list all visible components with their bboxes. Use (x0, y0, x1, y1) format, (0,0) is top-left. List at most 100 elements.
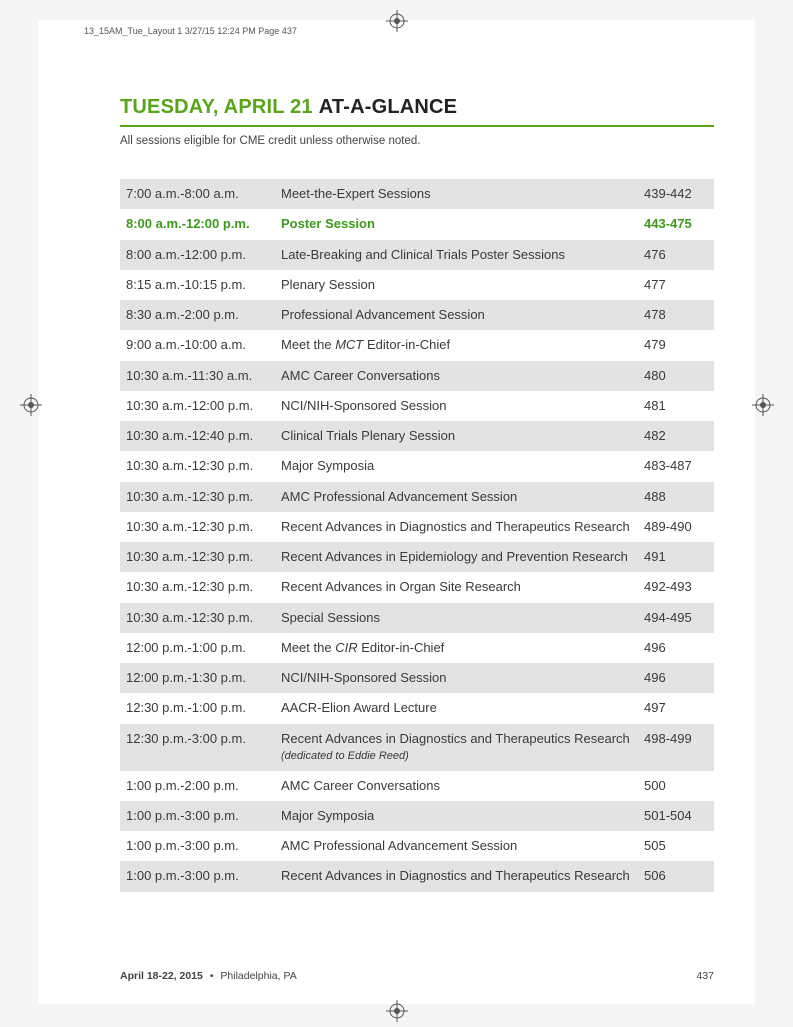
row-page: 506 (644, 868, 706, 883)
row-session: NCI/NIH-Sponsored Session (281, 670, 644, 686)
print-slug: 13_15AM_Tue_Layout 1 3/27/15 12:24 PM Pa… (84, 26, 297, 36)
row-page: 483-487 (644, 458, 706, 473)
row-page: 477 (644, 277, 706, 292)
row-time: 10:30 a.m.-12:30 p.m. (126, 489, 281, 504)
table-row: 10:30 a.m.-12:30 p.m.Special Sessions494… (120, 603, 714, 633)
row-time: 12:00 p.m.-1:00 p.m. (126, 640, 281, 655)
row-time: 12:30 p.m.-3:00 p.m. (126, 731, 281, 746)
row-session: Clinical Trials Plenary Session (281, 428, 644, 444)
table-row: 1:00 p.m.-3:00 p.m.Recent Advances in Di… (120, 861, 714, 891)
table-row: 12:30 p.m.-1:00 p.m.AACR-Elion Award Lec… (120, 693, 714, 723)
row-time: 8:30 a.m.-2:00 p.m. (126, 307, 281, 322)
footer-left: April 18-22, 2015 • Philadelphia, PA (120, 970, 297, 982)
registration-mark-icon (386, 1000, 408, 1022)
row-session: Professional Advancement Session (281, 307, 644, 323)
schedule-table: 7:00 a.m.-8:00 a.m.Meet-the-Expert Sessi… (120, 179, 714, 892)
row-time: 8:00 a.m.-12:00 p.m. (126, 216, 281, 231)
table-row: 7:00 a.m.-8:00 a.m.Meet-the-Expert Sessi… (120, 179, 714, 209)
row-page: 488 (644, 489, 706, 504)
title-green: TUESDAY, APRIL 21 (120, 96, 313, 119)
row-session: Recent Advances in Organ Site Research (281, 579, 644, 595)
row-time: 10:30 a.m.-12:30 p.m. (126, 610, 281, 625)
registration-mark-icon (386, 10, 408, 32)
row-time: 1:00 p.m.-3:00 p.m. (126, 838, 281, 853)
row-time: 10:30 a.m.-12:30 p.m. (126, 519, 281, 534)
table-row: 10:30 a.m.-12:30 p.m.Recent Advances in … (120, 572, 714, 602)
row-session: AMC Professional Advancement Session (281, 489, 644, 505)
row-page: 480 (644, 368, 706, 383)
title-rule (120, 125, 714, 127)
row-page: 496 (644, 640, 706, 655)
row-session: Special Sessions (281, 610, 644, 626)
row-session: Recent Advances in Epidemiology and Prev… (281, 549, 644, 565)
row-time: 1:00 p.m.-3:00 p.m. (126, 808, 281, 823)
table-row: 10:30 a.m.-11:30 a.m.AMC Career Conversa… (120, 361, 714, 391)
table-row: 10:30 a.m.-12:30 p.m.Recent Advances in … (120, 542, 714, 572)
row-page: 505 (644, 838, 706, 853)
row-page: 494-495 (644, 610, 706, 625)
table-row: 1:00 p.m.-3:00 p.m.AMC Professional Adva… (120, 831, 714, 861)
footer-date: April 18-22, 2015 (120, 970, 203, 982)
row-session: NCI/NIH-Sponsored Session (281, 398, 644, 414)
table-row: 1:00 p.m.-3:00 p.m.Major Symposia501-504 (120, 801, 714, 831)
row-page: 439-442 (644, 186, 706, 201)
row-session: Major Symposia (281, 458, 644, 474)
row-time: 8:00 a.m.-12:00 p.m. (126, 247, 281, 262)
footer-location: Philadelphia, PA (220, 970, 296, 982)
row-time: 1:00 p.m.-2:00 p.m. (126, 778, 281, 793)
row-page: 481 (644, 398, 706, 413)
row-time: 10:30 a.m.-11:30 a.m. (126, 368, 281, 383)
row-time: 10:30 a.m.-12:30 p.m. (126, 458, 281, 473)
row-session: AACR-Elion Award Lecture (281, 700, 644, 716)
row-page: 489-490 (644, 519, 706, 534)
page-title: TUESDAY, APRIL 21 AT-A-GLANCE (120, 96, 714, 119)
title-black: AT-A-GLANCE (319, 96, 457, 119)
registration-mark-icon (20, 394, 42, 416)
table-row: 8:00 a.m.-12:00 p.m.Poster Session443-47… (120, 209, 714, 239)
row-time: 8:15 a.m.-10:15 p.m. (126, 277, 281, 292)
row-session: Major Symposia (281, 808, 644, 824)
row-session: AMC Career Conversations (281, 778, 644, 794)
subtitle: All sessions eligible for CME credit unl… (120, 135, 714, 147)
row-session: Plenary Session (281, 277, 644, 293)
row-page: 496 (644, 670, 706, 685)
row-session: AMC Career Conversations (281, 368, 644, 384)
row-page: 497 (644, 700, 706, 715)
table-row: 8:30 a.m.-2:00 p.m.Professional Advancem… (120, 300, 714, 330)
table-row: 12:30 p.m.-3:00 p.m.Recent Advances in D… (120, 724, 714, 771)
row-time: 12:00 p.m.-1:30 p.m. (126, 670, 281, 685)
table-row: 9:00 a.m.-10:00 a.m.Meet the MCT Editor-… (120, 330, 714, 360)
table-row: 8:15 a.m.-10:15 p.m.Plenary Session477 (120, 270, 714, 300)
row-page: 482 (644, 428, 706, 443)
footer: April 18-22, 2015 • Philadelphia, PA 437 (120, 970, 714, 982)
content: TUESDAY, APRIL 21 AT-A-GLANCE All sessio… (120, 96, 714, 892)
table-row: 10:30 a.m.-12:30 p.m.Major Symposia483-4… (120, 451, 714, 481)
row-session: Meet the MCT Editor-in-Chief (281, 337, 644, 353)
row-page: 443-475 (644, 216, 706, 231)
table-row: 8:00 a.m.-12:00 p.m.Late-Breaking and Cl… (120, 240, 714, 270)
row-time: 10:30 a.m.-12:00 p.m. (126, 398, 281, 413)
row-session: Recent Advances in Diagnostics and Thera… (281, 519, 644, 535)
row-page: 498-499 (644, 731, 706, 746)
row-page: 478 (644, 307, 706, 322)
page: 13_15AM_Tue_Layout 1 3/27/15 12:24 PM Pa… (38, 20, 755, 1004)
row-time: 7:00 a.m.-8:00 a.m. (126, 186, 281, 201)
row-session: Recent Advances in Diagnostics and Thera… (281, 731, 644, 764)
row-page: 501-504 (644, 808, 706, 823)
table-row: 12:00 p.m.-1:30 p.m.NCI/NIH-Sponsored Se… (120, 663, 714, 693)
row-page: 476 (644, 247, 706, 262)
row-session: Poster Session (281, 216, 644, 232)
table-row: 1:00 p.m.-2:00 p.m.AMC Career Conversati… (120, 771, 714, 801)
footer-page-number: 437 (696, 970, 714, 982)
row-session: AMC Professional Advancement Session (281, 838, 644, 854)
row-session: Recent Advances in Diagnostics and Thera… (281, 868, 644, 884)
table-row: 10:30 a.m.-12:30 p.m.AMC Professional Ad… (120, 482, 714, 512)
row-time: 10:30 a.m.-12:30 p.m. (126, 549, 281, 564)
row-session: Meet the CIR Editor-in-Chief (281, 640, 644, 656)
row-page: 479 (644, 337, 706, 352)
row-time: 12:30 p.m.-1:00 p.m. (126, 700, 281, 715)
bullet-icon: • (210, 970, 214, 982)
row-page: 492-493 (644, 579, 706, 594)
row-time: 9:00 a.m.-10:00 a.m. (126, 337, 281, 352)
row-session: Late-Breaking and Clinical Trials Poster… (281, 247, 644, 263)
